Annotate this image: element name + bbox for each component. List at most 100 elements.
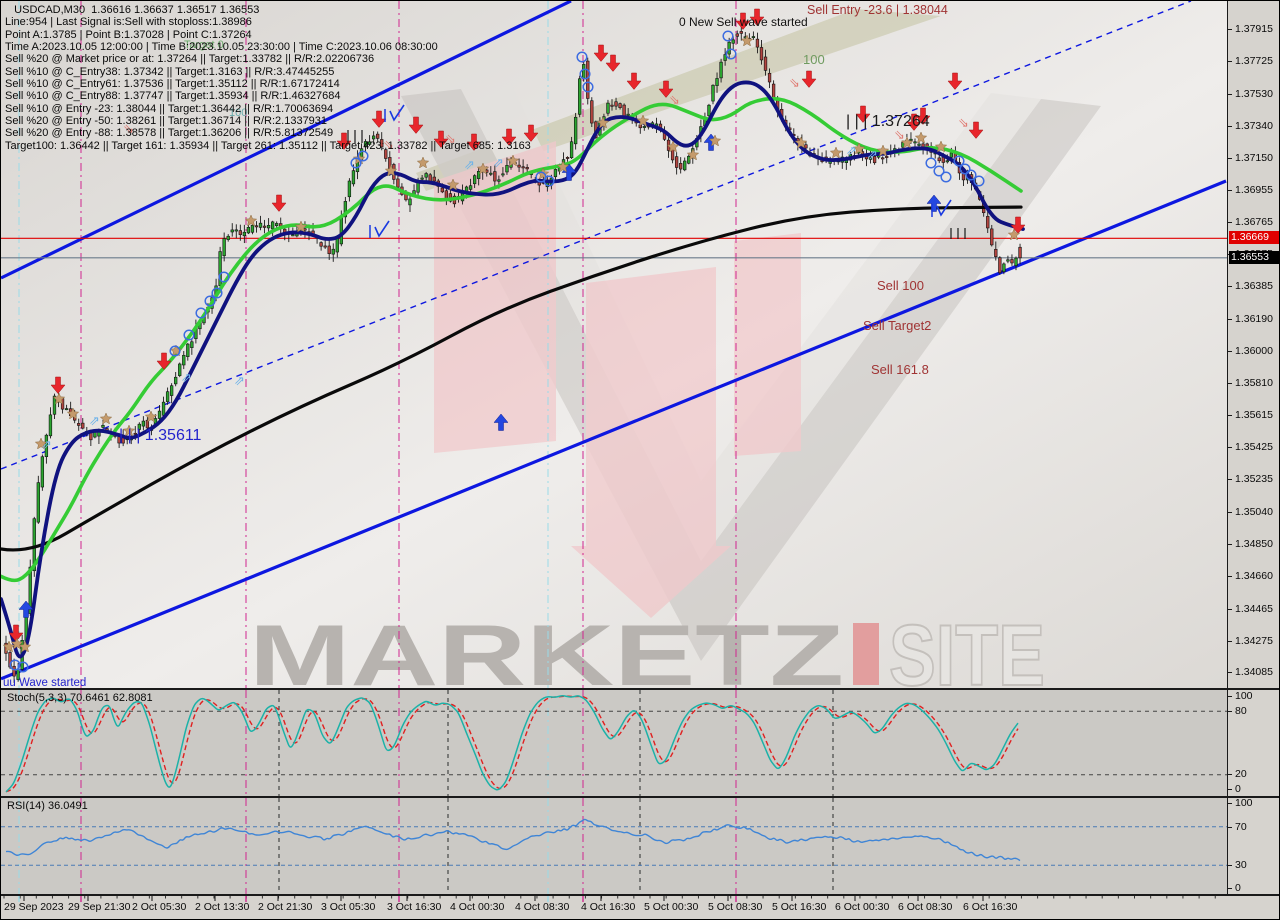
time-axis-label: 4 Oct 16:30 xyxy=(581,901,636,913)
circle-marker-icon xyxy=(204,295,216,307)
sell-arrow-icon xyxy=(50,376,66,394)
rsi-panel[interactable] xyxy=(1,798,1227,894)
sell-arrow-icon xyxy=(658,80,674,98)
sell-arrow-icon xyxy=(605,54,621,72)
axis-tick xyxy=(1228,125,1232,127)
axis-tick xyxy=(1228,447,1232,449)
chart-info-block: USDCAD,M30 1.36616 1.36637 1.36517 1.365… xyxy=(5,4,531,152)
signal-markers: ⇗ ⇗ ⇗ ⇗ ⇗ ⇗ ⇗ ⇗ ⇘ ⇘ ⇘ ⇘ ⇘ ⇘ ⇘ xyxy=(2,8,1026,673)
candle-up xyxy=(222,238,226,257)
time-axis-label: 29 Sep 2023 xyxy=(4,901,64,913)
price-axis-label: 1.37150 xyxy=(1235,151,1273,164)
circle-marker-icon xyxy=(350,157,362,169)
candle-down xyxy=(739,31,743,34)
candle-down xyxy=(525,167,529,170)
price-axis-label: 1.34465 xyxy=(1235,602,1273,615)
candle-down xyxy=(674,156,679,168)
star-icon xyxy=(416,156,430,169)
candle-down xyxy=(679,163,683,170)
lower-channel-trendline xyxy=(1,179,1227,681)
candle-up xyxy=(270,221,275,230)
star-icon xyxy=(10,637,24,650)
axis-tick xyxy=(1228,60,1232,62)
star-icon xyxy=(934,140,948,153)
info-line: Point A:1.3785 | Point B:1.37028 | Point… xyxy=(5,28,252,41)
price-axis-label: 1.34275 xyxy=(1235,634,1273,647)
candle-up xyxy=(751,36,756,39)
sell-arrow-icon xyxy=(915,107,931,125)
axis-tick xyxy=(1228,696,1232,697)
candle-down xyxy=(881,157,885,160)
candle-down xyxy=(998,257,1002,274)
hollow-down-arrow-icon: ⇘ xyxy=(445,131,456,146)
hollow-down-arrow-icon: ⇘ xyxy=(669,92,680,107)
candle-down xyxy=(254,225,259,228)
star-icon xyxy=(2,640,16,653)
candle-up xyxy=(291,234,295,237)
candle-up xyxy=(1014,257,1018,266)
candle-down xyxy=(804,144,808,149)
buy-arrow-icon xyxy=(493,413,509,431)
sell-arrow-icon xyxy=(968,121,984,139)
time-axis[interactable] xyxy=(1,895,1279,919)
candle-up xyxy=(909,138,913,141)
main-price-chart[interactable]: MARKETZ SITE ⇗ ⇗ ⇗ ⇗ ⇗ ⇗ ⇗ ⇗ ⇘ ⇘ ⇘ ⇘ ⇘ ⇘ ⇘ xyxy=(1,1,1227,688)
candle-up xyxy=(363,141,368,147)
candle-up xyxy=(731,39,735,44)
candle-up xyxy=(949,152,954,158)
panel-separator[interactable] xyxy=(1,796,1279,798)
candle-up xyxy=(190,341,194,348)
candle-down xyxy=(440,187,444,193)
sell-arrow-icon xyxy=(593,44,609,62)
candle-up xyxy=(707,104,711,117)
candle-down xyxy=(735,33,739,37)
star-icon xyxy=(900,136,914,149)
candle-up xyxy=(582,64,586,79)
candle-up xyxy=(505,165,509,173)
candle-up xyxy=(169,385,174,396)
axis-tick xyxy=(1228,803,1232,804)
circle-marker-icon xyxy=(576,51,588,63)
stochastic-signal-line xyxy=(5,695,1019,793)
circle-marker-icon xyxy=(218,271,230,283)
price-axis-label: 1.37530 xyxy=(1235,87,1273,100)
price-axis-label: 1.36955 xyxy=(1235,184,1273,197)
sell-arrow-icon xyxy=(906,113,922,131)
candle-up xyxy=(141,420,146,427)
star-icon xyxy=(556,160,570,173)
candle-up xyxy=(477,171,481,179)
star-icon xyxy=(294,220,308,233)
candle-up xyxy=(472,175,477,185)
candle-up xyxy=(347,180,352,198)
hollow-up-arrow-icon: ⇗ xyxy=(846,143,857,158)
stochastic-main-line xyxy=(5,694,1019,793)
candle-up xyxy=(331,248,335,255)
axis-tick xyxy=(1228,608,1232,610)
candle-up xyxy=(371,135,376,140)
price-axis[interactable] xyxy=(1227,1,1279,894)
axis-tick xyxy=(1228,789,1232,790)
panel-separator[interactable] xyxy=(1,688,1279,690)
circle-marker-icon xyxy=(973,175,985,187)
candle-down xyxy=(444,190,449,199)
stoch-axis-label: 0 xyxy=(1235,783,1241,795)
time-axis-label: 29 Sep 21:30 xyxy=(68,901,131,913)
rsi-line xyxy=(5,818,1021,862)
hollow-up-arrow-icon: ⇗ xyxy=(234,373,245,388)
sell-arrow-icon xyxy=(523,124,539,142)
info-line: Sell %10 @ C_Entry61: 1.37536 || Target:… xyxy=(5,78,340,91)
medium-ma-green xyxy=(1,96,1023,583)
sell-arrow-icon xyxy=(371,110,387,128)
candle-up xyxy=(242,231,247,237)
axis-tick xyxy=(1228,93,1232,95)
star-icon xyxy=(596,116,610,129)
candle-up xyxy=(578,78,582,115)
sell-arrow-icon xyxy=(947,72,963,90)
circle-marker-icon xyxy=(959,163,971,175)
price-axis-label: 1.35810 xyxy=(1235,376,1273,389)
candle-up xyxy=(642,126,646,128)
check-mark-icon xyxy=(374,220,390,238)
candle-down xyxy=(872,156,877,164)
sell-arrow-icon xyxy=(466,133,482,151)
stochastic-panel[interactable] xyxy=(1,690,1227,796)
